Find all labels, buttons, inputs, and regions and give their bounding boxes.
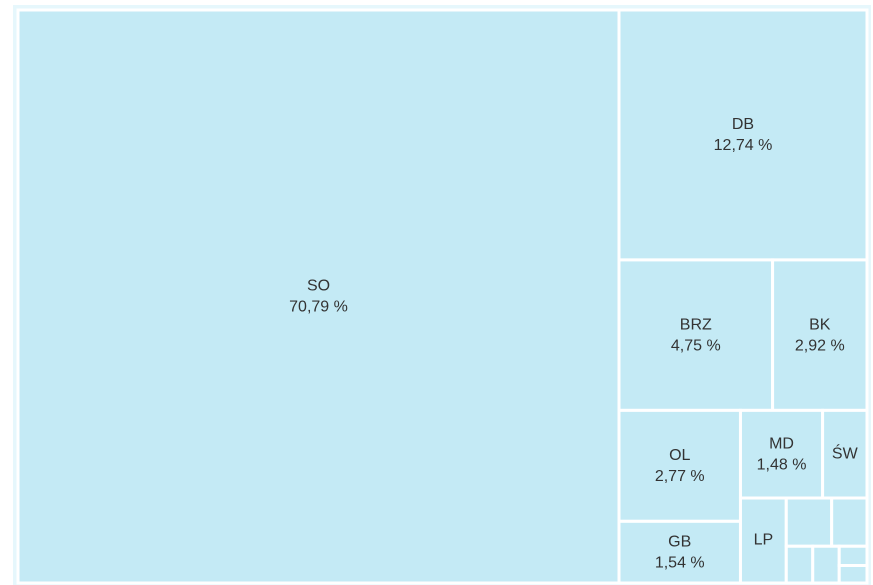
treemap-cell — [617, 519, 742, 585]
cell-label: BK — [809, 316, 831, 333]
cell-label: DB — [732, 116, 754, 133]
cell-value-label: 2,77 % — [655, 468, 705, 485]
cell-value-label: 1,48 % — [757, 456, 807, 473]
cell-value-label: 2,92 % — [795, 337, 845, 354]
cell-label: BRZ — [680, 316, 712, 333]
treemap-cell — [837, 544, 869, 567]
treemap-cell — [617, 258, 775, 412]
cell-value-label: 12,74 % — [714, 137, 773, 154]
cell-label: LP — [754, 532, 774, 549]
cell-label: OL — [669, 447, 690, 464]
cell-label: SO — [307, 278, 330, 295]
treemap-cell — [830, 496, 869, 548]
treemap-cell — [617, 408, 742, 523]
treemap-cell — [738, 408, 825, 500]
cell-label: ŚW — [832, 443, 859, 462]
treemap-cell — [738, 496, 788, 585]
cell-value-label: 4,75 % — [671, 337, 721, 354]
treemap-cell — [771, 258, 869, 412]
treemap-cell — [617, 8, 869, 262]
cell-label: GB — [668, 533, 691, 550]
cell-value-label: 70,79 % — [289, 299, 348, 316]
treemap-cell — [16, 8, 621, 585]
cell-value-label: 1,54 % — [655, 554, 705, 571]
treemap-cell — [811, 544, 841, 585]
treemap-cell — [821, 408, 869, 500]
treemap-cell — [784, 496, 834, 548]
cell-label: MD — [769, 435, 794, 452]
treemap-cell — [837, 563, 869, 585]
treemap-cell — [784, 544, 815, 585]
